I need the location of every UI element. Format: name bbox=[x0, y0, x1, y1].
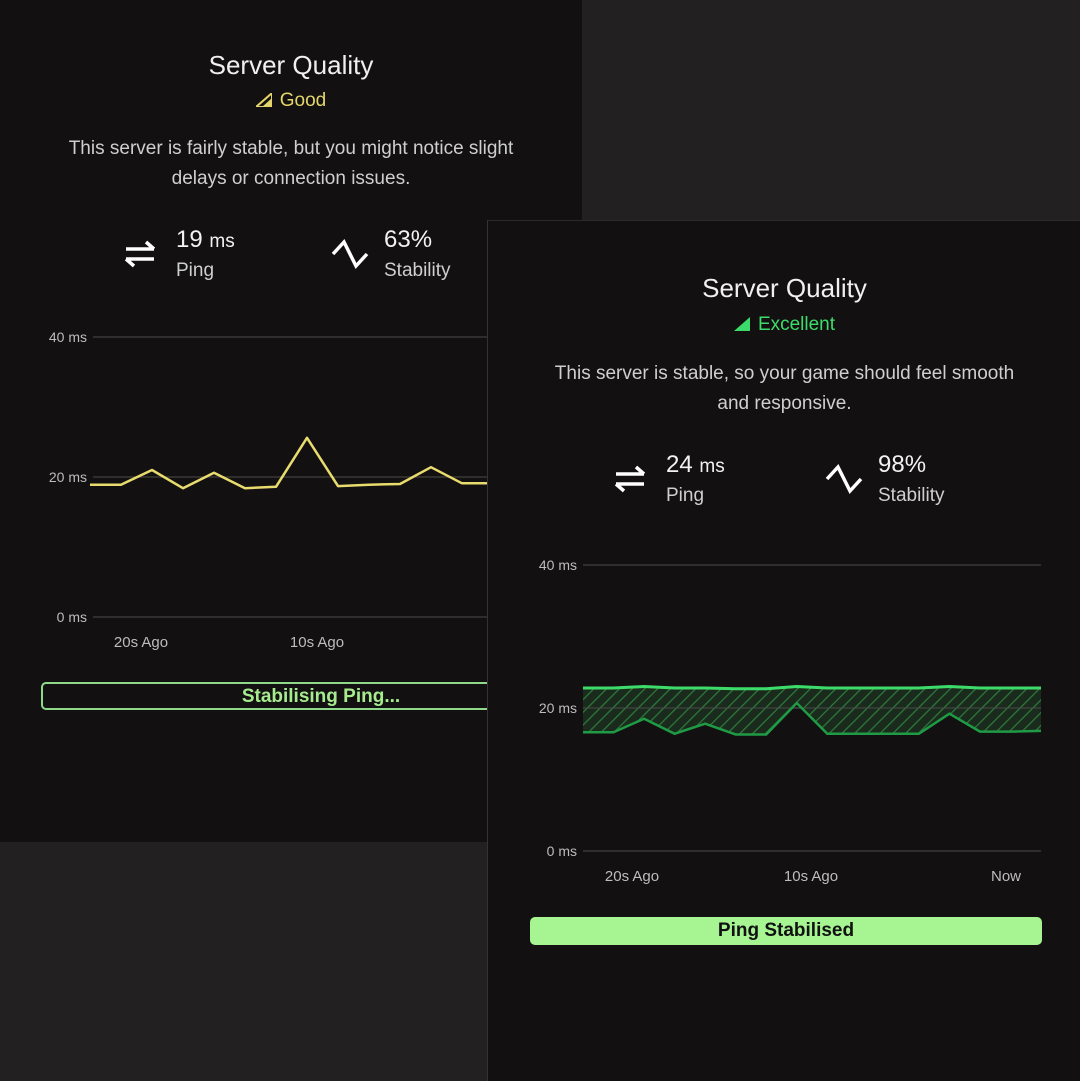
x-tick-label: Now bbox=[991, 868, 1021, 885]
y-tick-label: 0 ms bbox=[547, 843, 577, 859]
x-tick-label: 20s Ago bbox=[605, 868, 659, 885]
y-tick-label: 20 ms bbox=[539, 700, 577, 716]
server-quality-panel-excellent: Server Quality Excellent This server is … bbox=[487, 220, 1080, 1081]
y-tick-label: 0 ms bbox=[57, 609, 87, 625]
ping-chart: 40 ms 20 ms 0 ms 20s Ago 10s Ago Now bbox=[488, 221, 1080, 1081]
upper-ping-line bbox=[583, 687, 1041, 689]
ping-line bbox=[90, 438, 493, 488]
x-tick-label: 20s Ago bbox=[114, 634, 168, 651]
x-tick-label: 10s Ago bbox=[784, 868, 838, 885]
y-tick-label: 20 ms bbox=[49, 469, 87, 485]
ping-stabilised-button[interactable]: Ping Stabilised bbox=[530, 917, 1042, 945]
y-tick-label: 40 ms bbox=[539, 557, 577, 573]
x-tick-label: 10s Ago bbox=[290, 634, 344, 651]
y-tick-label: 40 ms bbox=[49, 329, 87, 345]
